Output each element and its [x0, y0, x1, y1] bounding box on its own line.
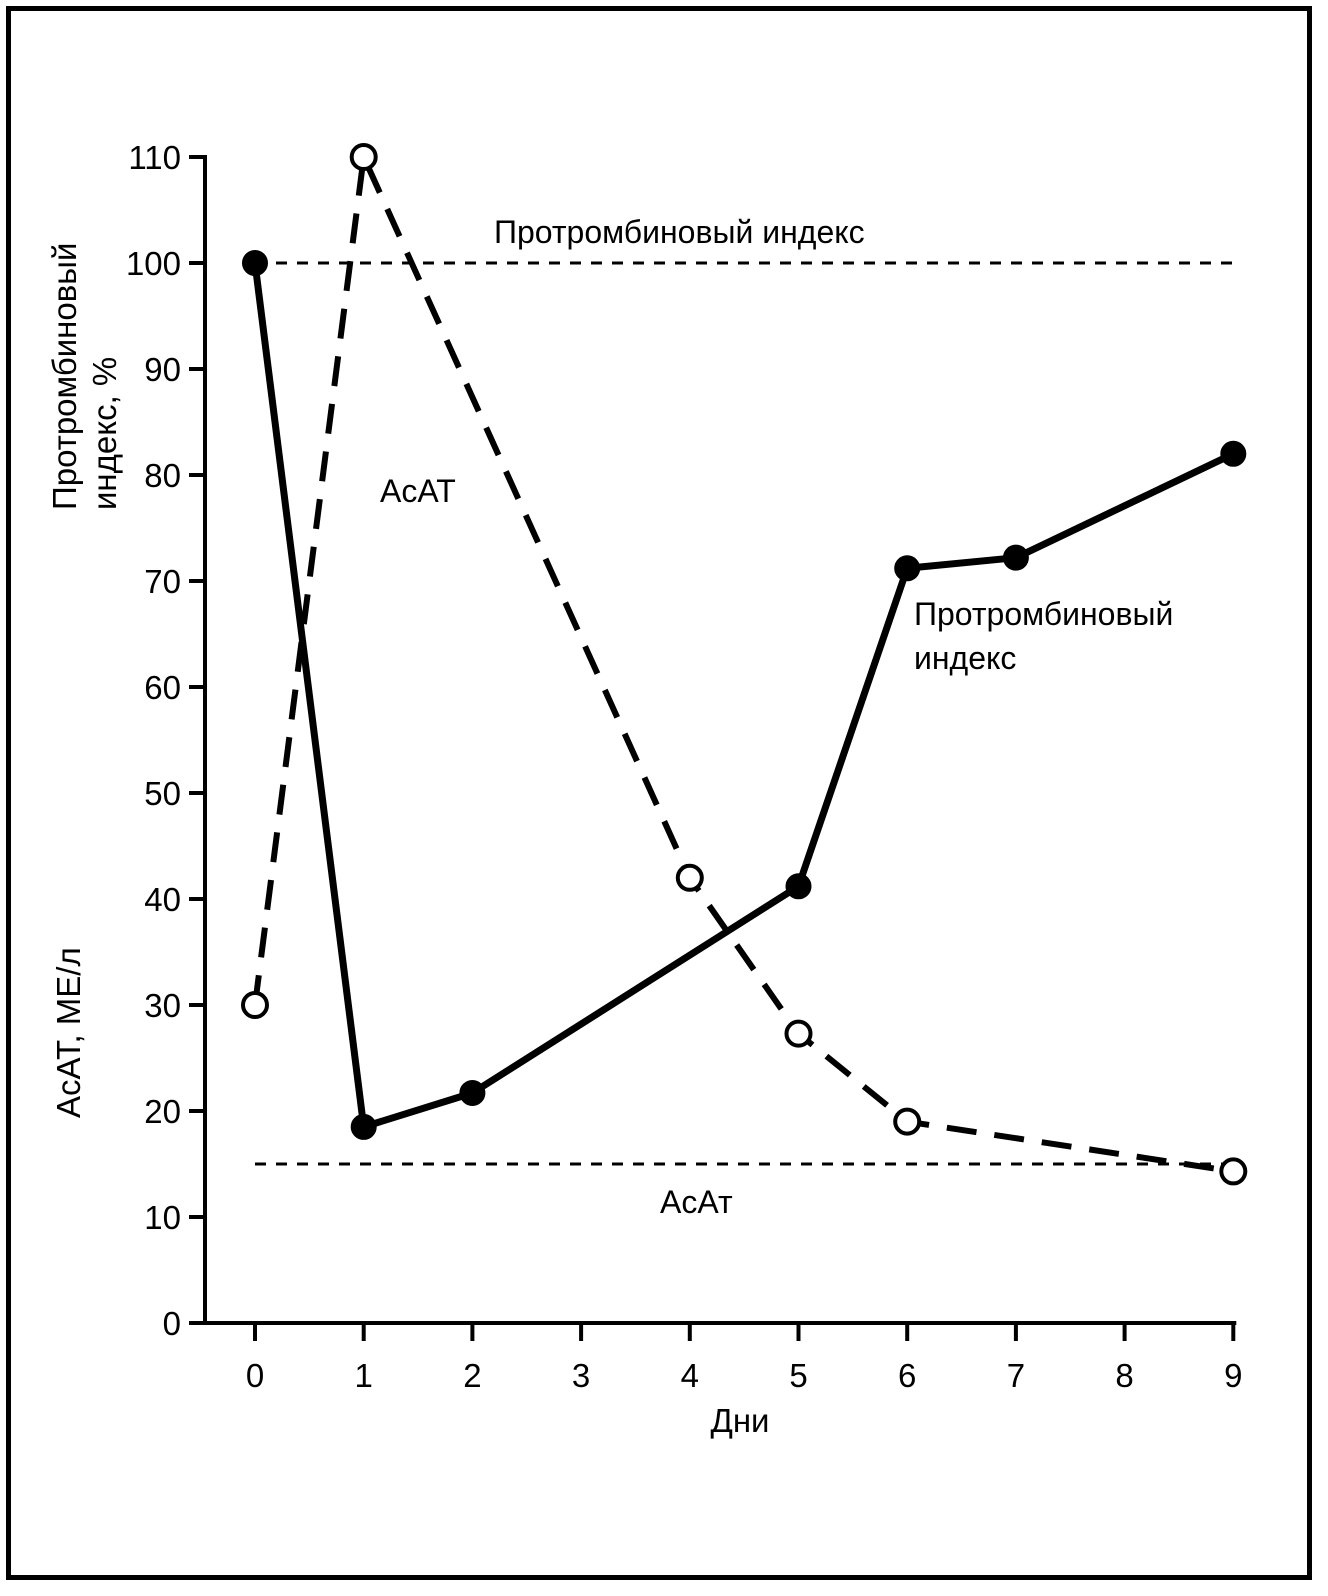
y-tick-label: 20 [144, 1093, 181, 1130]
pti-series-label-line1: Протромбиновый [914, 596, 1173, 632]
asat-point [675, 863, 704, 892]
asat-point [784, 1019, 813, 1048]
pti-point [894, 555, 921, 582]
asat-point [1219, 1157, 1248, 1186]
x-tick-label: 3 [572, 1357, 590, 1394]
x-tick-label: 5 [789, 1357, 807, 1394]
text-layer: Протромбиновый индекс, % АсАТ, МЕ/л Дни … [46, 214, 1173, 1439]
y-tick-label: 60 [144, 669, 181, 706]
pti-point [1220, 440, 1247, 467]
pti-point [242, 250, 268, 276]
x-tick-label: 0 [246, 1357, 264, 1394]
y-tick-label: 50 [144, 775, 181, 812]
y-tick-label: 0 [163, 1305, 181, 1342]
x-axis-label: Дни [710, 1402, 769, 1439]
x-tick-label: 7 [1007, 1357, 1025, 1394]
ref-bottom-label: АсАт [660, 1184, 733, 1220]
y-tick-label: 40 [144, 881, 181, 918]
y-tick-label: 80 [144, 457, 181, 494]
pti-point [350, 1113, 377, 1140]
x-tick-label: 9 [1224, 1357, 1242, 1394]
axes: 0 10 20 30 40 50 60 70 80 90 100 110 0 1 2 3 4 5 6 7 8 9 [126, 139, 1243, 1394]
asat-series-label: АсАТ [380, 473, 456, 509]
x-tick-label: 1 [355, 1357, 373, 1394]
ref-top-label: Протромбиновый индекс [494, 214, 865, 250]
reference-lines [255, 261, 1238, 1166]
y-tick-label: 90 [144, 351, 181, 388]
pti-series-line [251, 262, 1235, 1131]
pti-series-label-line2: индекс [914, 640, 1016, 676]
x-tick-label: 2 [463, 1357, 481, 1394]
series-group [241, 143, 1248, 1186]
x-tick-label: 6 [898, 1357, 916, 1394]
asat-point [893, 1107, 922, 1136]
asat-series-line [252, 154, 1234, 1175]
y-axis-label-bottom: АсАТ, МЕ/л [50, 947, 87, 1118]
x-tick-label: 4 [681, 1357, 699, 1394]
y-tick-label: 100 [126, 245, 181, 282]
x-tick-label: 8 [1115, 1357, 1133, 1394]
pti-point [1002, 544, 1029, 571]
y-axis-label-top-line1: Протромбиновый [46, 243, 83, 510]
chart-frame [6, 6, 1312, 1580]
y-axis-label-top-line2: индекс, % [86, 357, 123, 510]
pti-point [785, 873, 812, 900]
pti-point [459, 1079, 486, 1106]
asat-point [349, 143, 378, 171]
y-tick-label: 70 [144, 563, 181, 600]
y-tick-label: 30 [144, 987, 181, 1024]
y-tick-label: 10 [144, 1199, 181, 1236]
asat-point [241, 991, 269, 1019]
y-tick-label: 110 [128, 139, 181, 176]
